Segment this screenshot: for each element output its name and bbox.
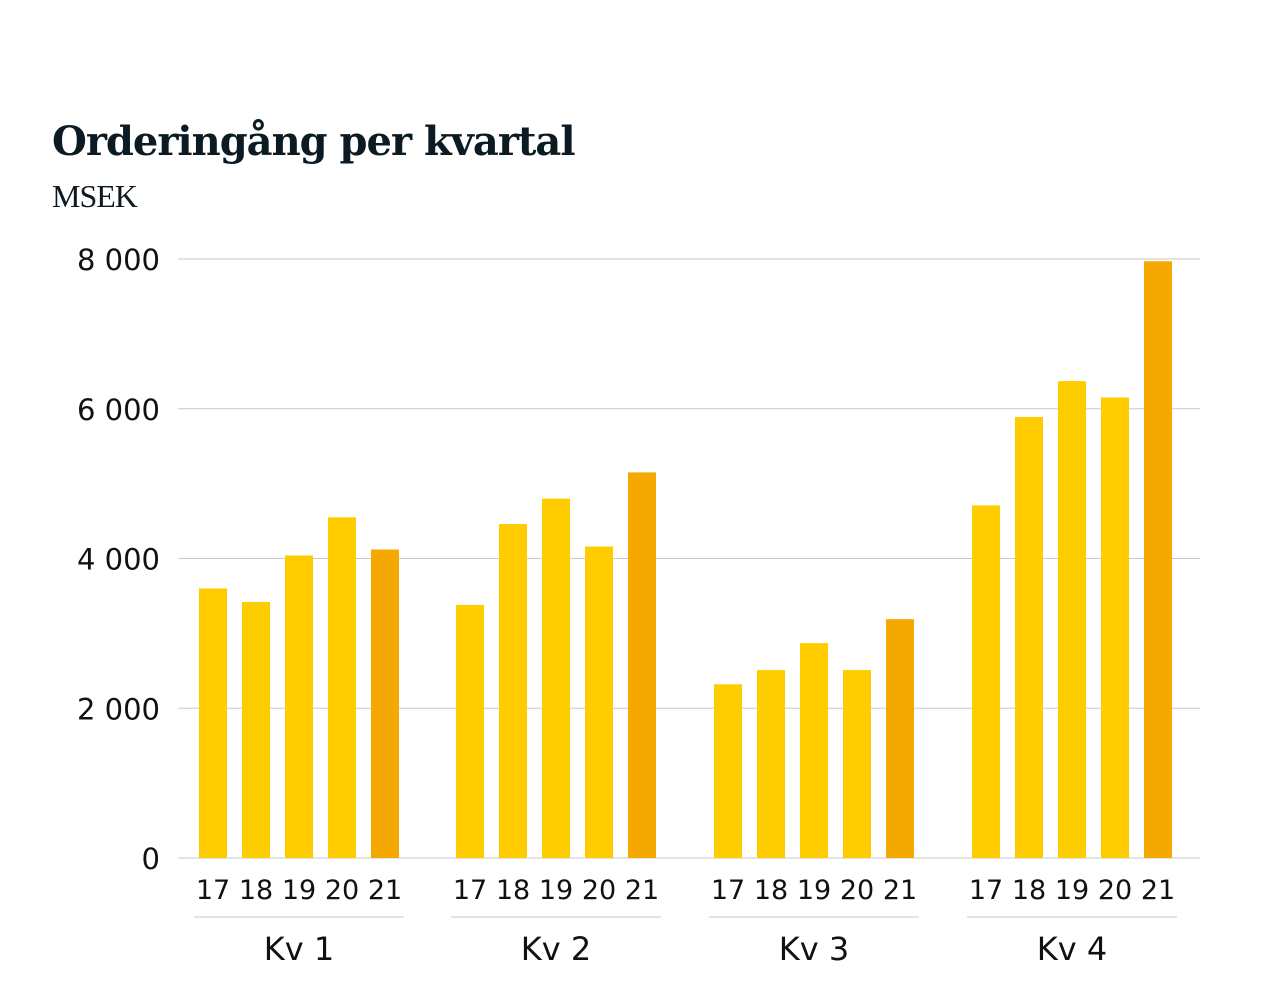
year-label: 18 (239, 875, 273, 906)
bar-kv4-20 (1101, 397, 1129, 858)
bar-kv3-18 (757, 670, 785, 858)
year-label: 20 (582, 875, 616, 906)
bar-kv1-20 (328, 517, 356, 858)
y-tick-label: 0 (142, 842, 160, 876)
y-tick-label: 2 000 (77, 692, 160, 726)
bar-kv1-18 (242, 601, 270, 858)
year-label: 20 (325, 875, 359, 906)
year-label: 18 (754, 875, 788, 906)
year-label: 17 (196, 875, 230, 906)
year-label: 19 (1055, 875, 1089, 906)
chart-unit: MSEK (52, 178, 138, 214)
bar-kv2-17 (456, 604, 484, 858)
x-axis-labels: 17 18 19 20 21 Kv 1 17 18 19 20 21 Kv 2 17 18 19 20 21 Kv… (194, 875, 1177, 968)
y-tick-label: 6 000 (77, 393, 160, 427)
year-label: 21 (625, 875, 659, 906)
bar-kv2-21 (628, 472, 656, 858)
bar-kv3-21 (886, 619, 914, 858)
year-label: 17 (453, 875, 487, 906)
year-label: 20 (840, 875, 874, 906)
bar-kv3-19 (800, 643, 828, 858)
year-label: 21 (1141, 875, 1175, 906)
year-label: 19 (539, 875, 573, 906)
year-label: 18 (496, 875, 530, 906)
bars (199, 261, 1172, 859)
chart-title: Orderingång per kvartal (52, 118, 576, 165)
quarter-label: Kv 1 (264, 930, 334, 968)
y-axis-labels: 0 2 000 4 000 6 000 8 000 (77, 243, 160, 876)
year-label: 21 (883, 875, 917, 906)
year-label: 19 (282, 875, 316, 906)
quarter-label: Kv 4 (1037, 930, 1107, 968)
year-label: 21 (368, 875, 402, 906)
bar-kv2-19 (542, 498, 570, 858)
bar-kv3-17 (714, 684, 742, 858)
bar-kv4-19 (1058, 381, 1086, 858)
quarter-label: Kv 2 (521, 930, 591, 968)
y-tick-label: 4 000 (77, 543, 160, 577)
bar-kv2-20 (585, 546, 613, 858)
bar-kv4-18 (1015, 416, 1043, 858)
bar-kv2-18 (499, 524, 527, 858)
bar-kv1-21 (371, 549, 399, 858)
y-tick-label: 8 000 (77, 243, 160, 277)
bar-kv4-17 (972, 505, 1000, 858)
bar-kv4-21 (1144, 261, 1172, 859)
year-label: 19 (797, 875, 831, 906)
year-label: 17 (969, 875, 1003, 906)
quarter-label: Kv 3 (779, 930, 849, 968)
bar-kv3-20 (843, 670, 871, 858)
bar-kv1-19 (285, 555, 313, 858)
year-label: 17 (711, 875, 745, 906)
bar-kv1-17 (199, 588, 227, 858)
year-label: 20 (1098, 875, 1132, 906)
year-label: 18 (1012, 875, 1046, 906)
